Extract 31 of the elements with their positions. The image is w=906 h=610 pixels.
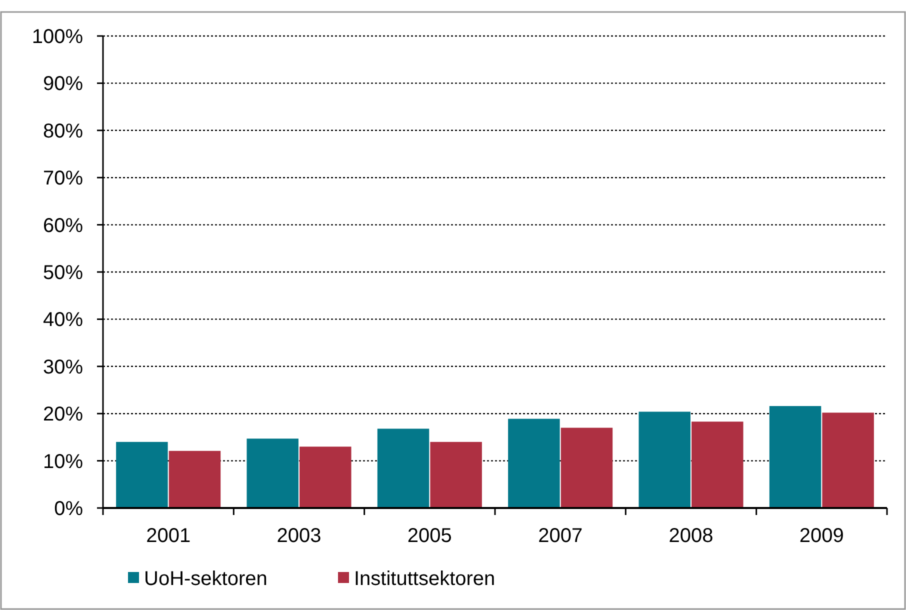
legend-label: UoH-sektoren <box>144 568 268 590</box>
bar <box>769 406 822 508</box>
y-tick-label: 20% <box>42 404 84 426</box>
bar <box>508 418 560 508</box>
bar <box>822 412 874 508</box>
bar <box>430 442 482 508</box>
x-tick-label: 2009 <box>799 525 844 547</box>
y-tick-label: 10% <box>42 450 84 473</box>
bar <box>560 428 613 508</box>
x-tick-label: 2007 <box>538 525 583 547</box>
x-tick-label: 2001 <box>146 525 191 547</box>
bar <box>638 412 690 508</box>
bar <box>692 422 744 508</box>
y-tick-label: 60% <box>42 214 84 237</box>
y-tick-label: 100% <box>32 26 84 48</box>
y-tick-label: 30% <box>42 356 84 378</box>
legend-label: Instituttsektoren <box>354 568 496 590</box>
y-tick-label: 80% <box>42 120 84 142</box>
bar <box>377 428 430 508</box>
y-tick-label: 70% <box>42 168 84 190</box>
bar <box>168 450 221 508</box>
x-tick-label: 2005 <box>407 525 452 547</box>
bar <box>116 442 168 508</box>
x-tick-label: 2003 <box>276 525 322 547</box>
bar <box>300 446 352 508</box>
bar <box>246 438 298 508</box>
y-tick-label: 90% <box>42 73 84 96</box>
x-tick-label: 2008 <box>668 525 714 547</box>
y-tick-label: 50% <box>42 262 84 284</box>
y-tick-label: 40% <box>42 309 84 332</box>
y-tick-label: 0% <box>54 498 84 520</box>
